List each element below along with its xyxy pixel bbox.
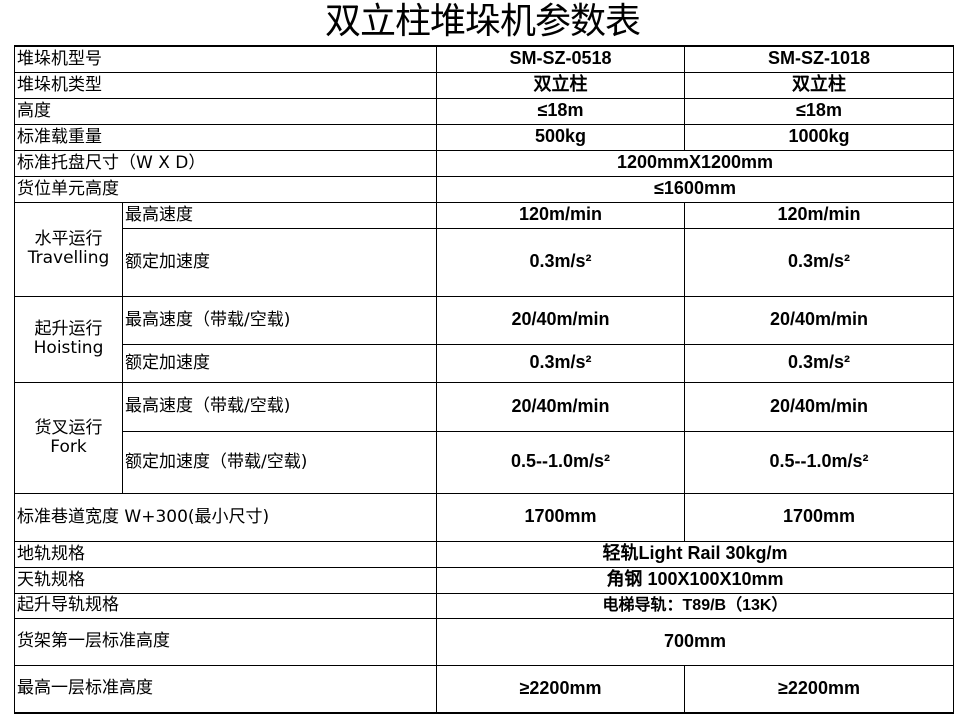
table-row: 天轨规格 角钢 100X100X10mm	[14, 566, 954, 594]
table-row: 最高一层标准高度 ≥2200mm ≥2200mm	[14, 664, 954, 714]
row-label: 高度	[14, 97, 437, 125]
cell-value: 角钢 100X100X10mm	[436, 566, 954, 594]
table-row: 额定加速度 0.3m/s² 0.3m/s²	[15, 227, 954, 297]
page-title: 双立柱堆垛机参数表	[324, 1, 641, 42]
cell-value: 0.3m/s²	[684, 227, 954, 297]
group-label: 水平运行 Travelling	[14, 201, 123, 297]
row-label: 起升导轨规格	[14, 592, 437, 619]
row-label: 标准载重量	[14, 123, 437, 151]
cell-value: ≥2200mm	[684, 664, 954, 714]
cell-value: ≥2200mm	[436, 664, 685, 714]
table-row: 起升运行 Hoisting 最高速度（带载/空载) 20/40m/min 20/40m/…	[14, 295, 954, 383]
table-row: 标准巷道宽度 W+300(最小尺寸) 1700mm 1700mm	[14, 492, 954, 542]
cell-value: 0.5--1.0m/s²	[684, 430, 954, 494]
group-label-cn: 货叉运行	[34, 417, 103, 438]
cell-value: SM-SZ-0518	[436, 45, 685, 73]
cell-value: 轻轨Light Rail 30kg/m	[436, 540, 954, 568]
cell-value: 1200mmX1200mm	[436, 149, 954, 177]
cell-value: 20/40m/min	[684, 295, 954, 345]
cell-value: 1700mm	[684, 492, 954, 542]
row-label: 最高速度	[122, 201, 437, 229]
row-label: 额定加速度（带载/空载)	[122, 430, 437, 494]
table-row: 堆垛机类型 双立柱 双立柱	[14, 71, 954, 99]
cell-value: 500kg	[436, 123, 685, 151]
table-row: 起升导轨规格 电梯导轨：T89/B（13K）	[14, 592, 954, 619]
group-label-en: Hoisting	[33, 338, 104, 358]
cell-value: 电梯导轨：T89/B（13K）	[436, 592, 954, 619]
row-label: 最高速度（带载/空载)	[122, 295, 437, 345]
table-row: 额定加速度 0.3m/s² 0.3m/s²	[15, 343, 954, 383]
cell-value: 20/40m/min	[436, 295, 685, 345]
parameter-table: 堆垛机型号 SM-SZ-0518 SM-SZ-1018 堆垛机类型 双立柱 双立柱 高度…	[14, 45, 954, 714]
table-row: 标准载重量 500kg 1000kg	[14, 123, 954, 151]
row-label: 标准托盘尺寸（W X D）	[14, 149, 437, 177]
cell-value: ≤1600mm	[436, 175, 954, 203]
row-label: 地轨规格	[14, 540, 437, 568]
table-row: 标准托盘尺寸（W X D） 1200mmX1200mm	[14, 149, 954, 177]
row-label: 货位单元高度	[14, 175, 437, 203]
row-label: 额定加速度	[122, 227, 437, 297]
cell-value: 0.5--1.0m/s²	[436, 430, 685, 494]
row-label: 最高一层标准高度	[14, 664, 437, 714]
table-row: 地轨规格 轻轨Light Rail 30kg/m	[14, 540, 954, 568]
cell-value: 700mm	[436, 617, 954, 666]
cell-value: 20/40m/min	[684, 381, 954, 432]
cell-value: 1700mm	[436, 492, 685, 542]
table-row: 水平运行 Travelling 最高速度 120m/min 120m/min	[14, 201, 954, 297]
group-label-cn: 水平运行	[34, 229, 103, 250]
table-row: 货位单元高度 ≤1600mm	[14, 175, 954, 203]
cell-value: 0.3m/s²	[436, 343, 685, 383]
row-label: 天轨规格	[14, 566, 437, 594]
cell-value: 双立柱	[436, 71, 685, 99]
table-row: 额定加速度（带载/空载) 0.5--1.0m/s² 0.5--1.0m/s²	[15, 430, 954, 494]
row-label: 堆垛机类型	[14, 71, 437, 99]
group-label-en: Travelling	[27, 248, 110, 268]
cell-value: 0.3m/s²	[436, 227, 685, 297]
table-row: 货架第一层标准高度 700mm	[14, 617, 954, 666]
cell-value: ≤18m	[436, 97, 685, 125]
cell-value: 0.3m/s²	[684, 343, 954, 383]
row-label: 最高速度（带载/空载)	[122, 381, 437, 432]
cell-value: ≤18m	[684, 97, 954, 125]
cell-value: 20/40m/min	[436, 381, 685, 432]
cell-value: 120m/min	[684, 201, 954, 229]
group-label-en: Fork	[50, 436, 87, 457]
cell-value: 双立柱	[684, 71, 954, 99]
row-label: 货架第一层标准高度	[14, 617, 437, 666]
cell-value: 1000kg	[684, 123, 954, 151]
row-label: 标准巷道宽度 W+300(最小尺寸)	[14, 492, 437, 542]
group-label: 货叉运行 Fork	[14, 381, 123, 494]
table-row: 货叉运行 Fork 最高速度（带载/空载) 20/40m/min 20/40m/min	[14, 381, 954, 494]
row-label: 额定加速度	[122, 343, 437, 383]
cell-value: 120m/min	[436, 201, 685, 229]
row-label: 堆垛机型号	[14, 45, 437, 73]
cell-value: SM-SZ-1018	[684, 45, 954, 73]
table-row: 高度 ≤18m ≤18m	[14, 97, 954, 125]
group-label: 起升运行 Hoisting	[14, 295, 123, 383]
table-row: 堆垛机型号 SM-SZ-0518 SM-SZ-1018	[14, 45, 954, 73]
group-label-cn: 起升运行	[34, 319, 103, 340]
